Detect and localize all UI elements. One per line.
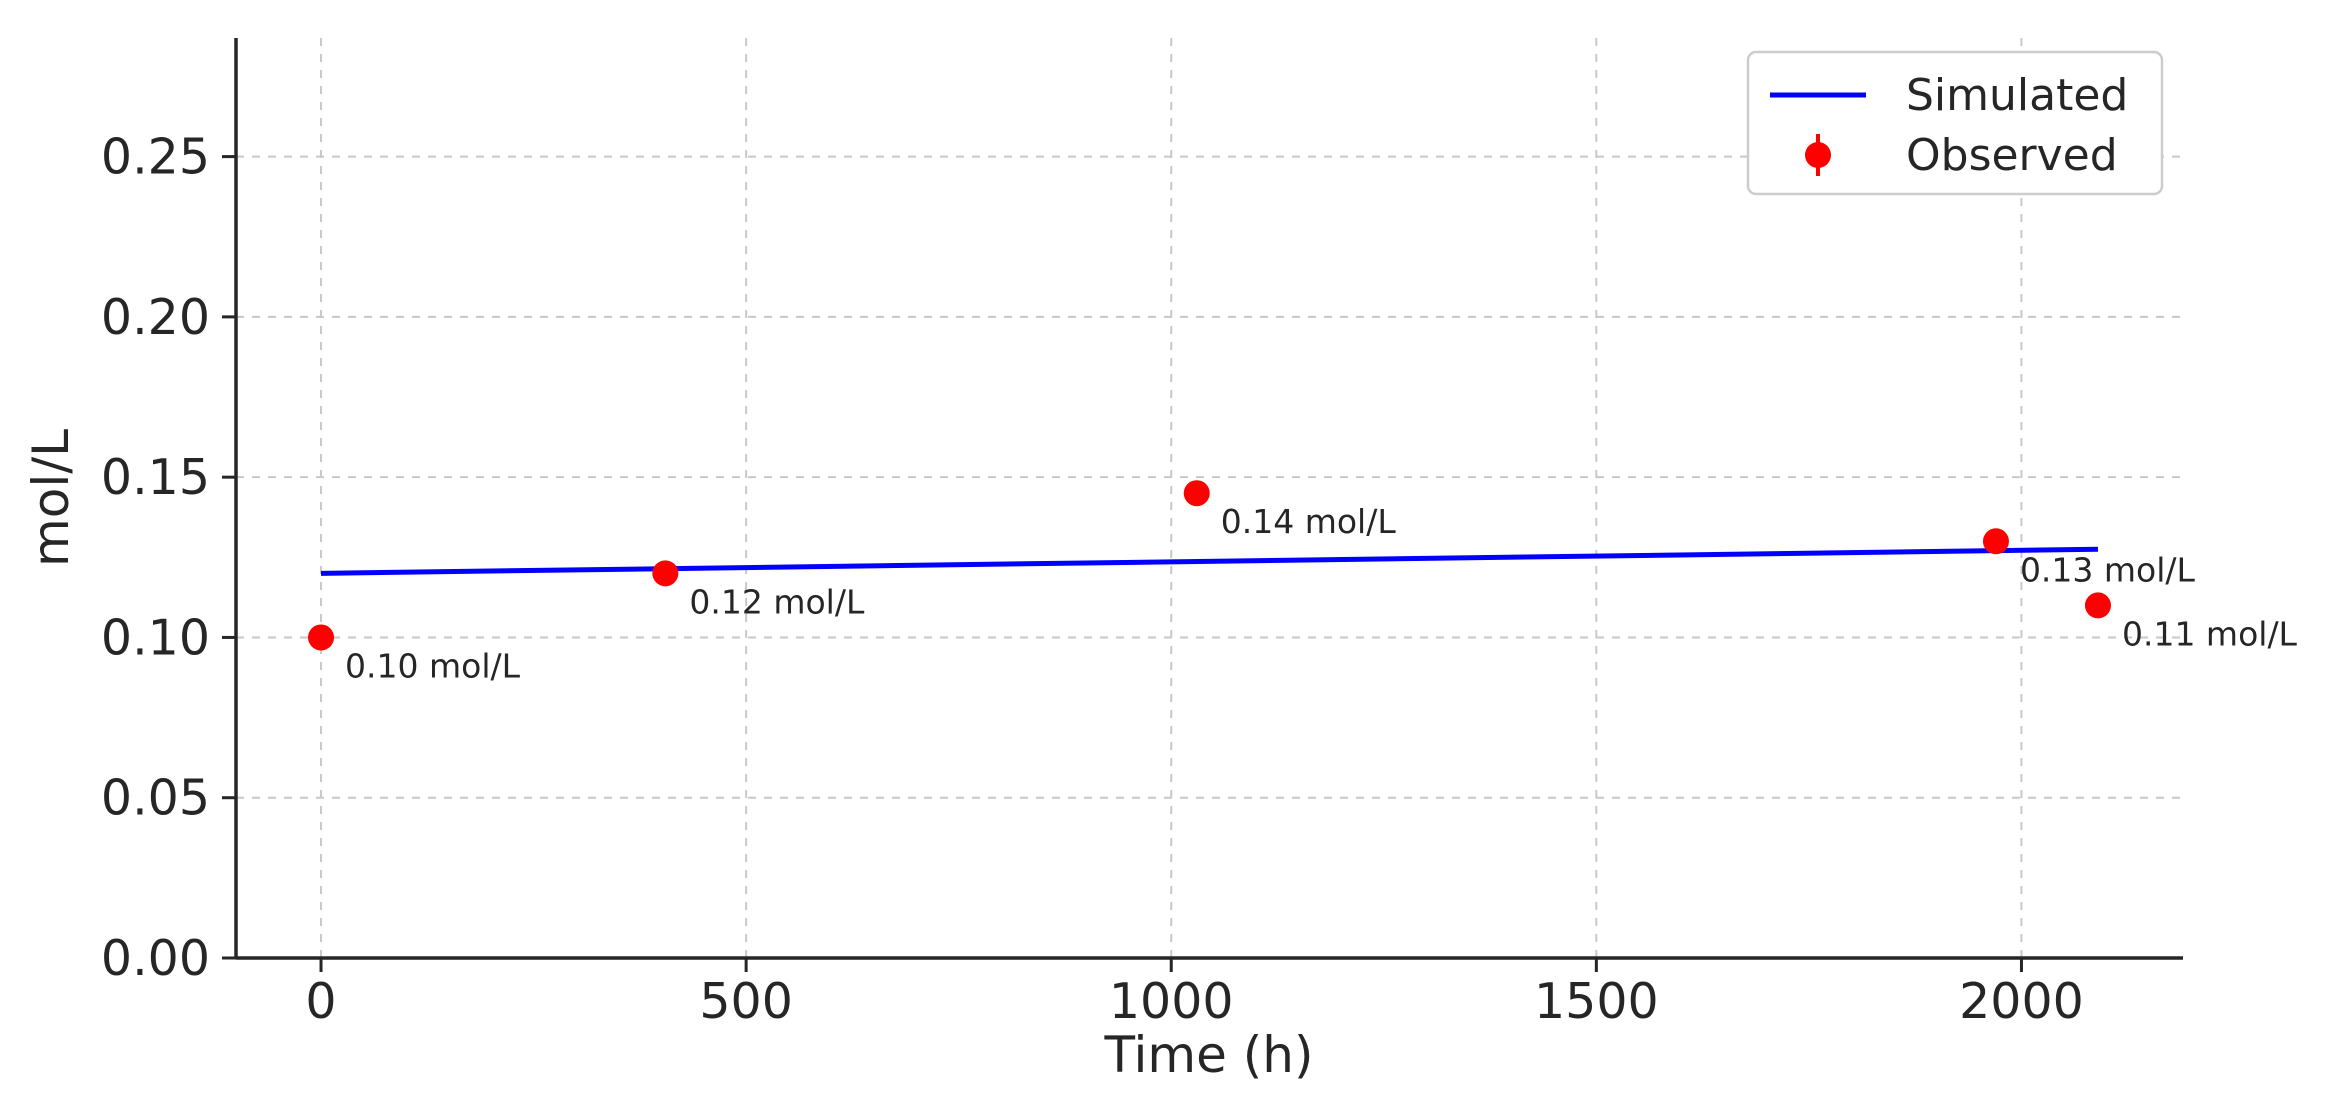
axes — [234, 38, 2183, 960]
y-axis-label: mol/L — [22, 429, 80, 567]
observed-point — [1982, 528, 2009, 555]
simulated-series — [320, 546, 2099, 576]
y-tick-label: 0.20 — [101, 289, 210, 346]
x-tick-label: 1500 — [1534, 973, 1659, 1030]
simulated-line — [320, 546, 2099, 576]
legend-simulated-label: Simulated — [1906, 70, 2128, 121]
y-tick-label: 0.10 — [101, 609, 210, 666]
data-labels: 0.10 mol/L 0.12 mol/L 0.14 mol/L 0.13 mol/L… — [345, 502, 2298, 685]
observed-point — [652, 560, 679, 587]
observed-data-label: 0.13 mol/L — [2020, 550, 2196, 589]
y-tick-label: 0.15 — [101, 449, 210, 506]
x-axis-label: Time (h) — [1104, 1026, 1314, 1084]
observed-data-label: 0.10 mol/L — [345, 646, 521, 685]
x-tick-label: 1000 — [1109, 973, 1234, 1030]
ticks: 0 500 1000 1500 2000 0.00 0.05 0.10 0.15 0.20 0.25 — [101, 129, 2084, 1030]
observed-point — [1183, 480, 1210, 507]
x-tick-label: 0 — [305, 973, 336, 1030]
legend-frame — [1746, 50, 2164, 196]
legend-observed-marker — [1805, 142, 1831, 168]
x-tick-label: 500 — [699, 973, 793, 1030]
y-tick-label: 0.00 — [101, 930, 210, 987]
observed-point — [308, 624, 335, 651]
observed-data-label: 0.11 mol/L — [2122, 614, 2298, 653]
observed-series — [308, 480, 2111, 651]
x-tick-label: 2000 — [1959, 973, 2084, 1030]
y-tick-label: 0.05 — [101, 770, 210, 827]
legend: Simulated Observed — [1746, 50, 2164, 196]
observed-data-label: 0.14 mol/L — [1221, 502, 1397, 541]
legend-observed-label: Observed — [1906, 130, 2118, 181]
observed-data-label: 0.12 mol/L — [689, 582, 865, 621]
y-tick-label: 0.25 — [101, 129, 210, 186]
observed-point — [2084, 592, 2111, 619]
